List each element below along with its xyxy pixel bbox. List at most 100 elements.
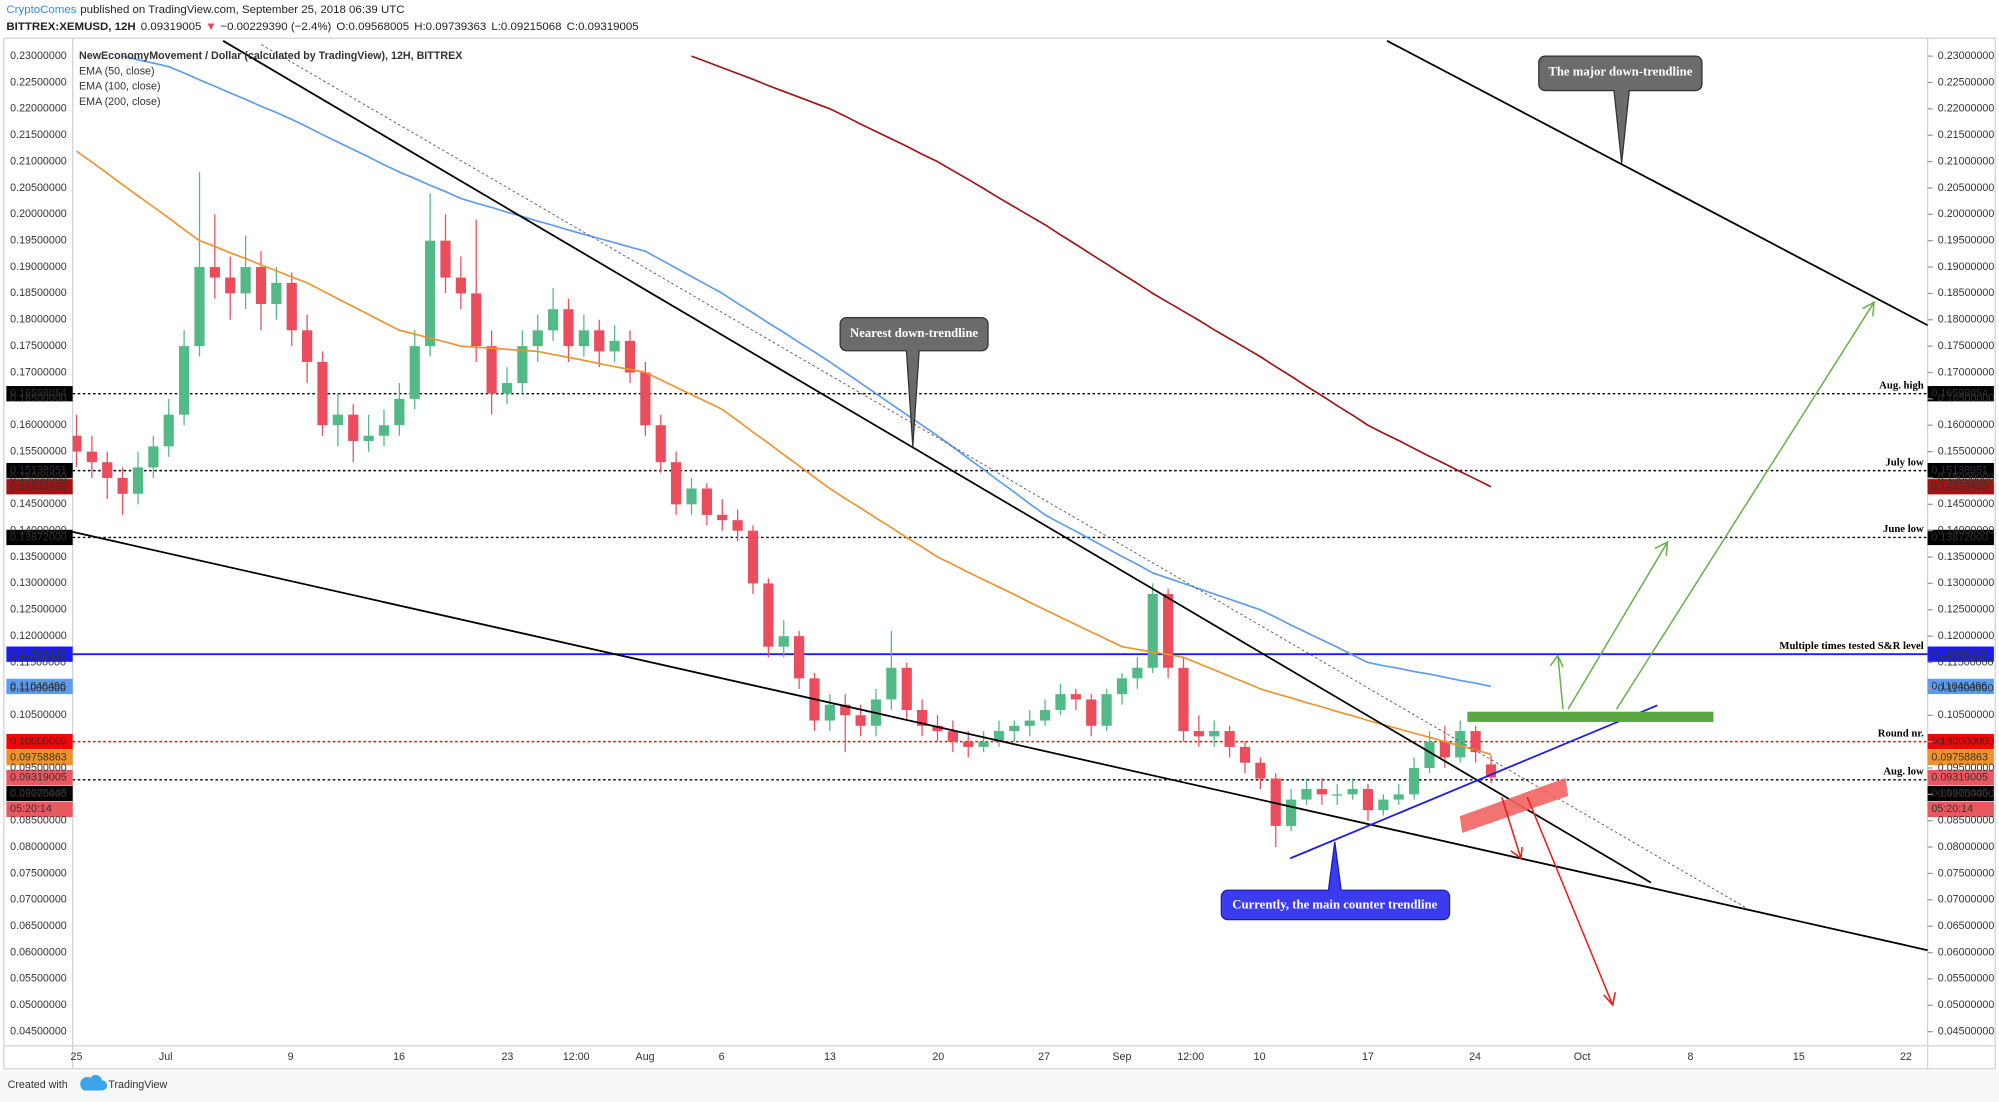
change: −0.00229390 (−2.4%) <box>220 21 331 33</box>
y-tick-label: 0.14500000 <box>1938 498 1995 510</box>
open-label: O: <box>336 21 348 33</box>
candle-body <box>332 414 343 426</box>
up-arrows <box>1549 300 1875 710</box>
y-tick-label: 0.09000000 <box>1938 788 1995 800</box>
y-tick-label: 0.08000000 <box>1938 841 1995 853</box>
price-tag <box>6 801 73 818</box>
x-tick-label: 27 <box>1038 1051 1050 1063</box>
candle-body <box>594 330 605 352</box>
nearest-trendline <box>222 40 1652 884</box>
arrow <box>1501 796 1523 860</box>
x-tick-label: 15 <box>1793 1051 1805 1063</box>
candle-body <box>655 425 666 463</box>
candle-body <box>1286 799 1297 826</box>
y-tick-label: 0.15500000 <box>10 445 67 457</box>
candle-body <box>993 731 1005 742</box>
candle-body <box>1239 746 1251 763</box>
candle-body <box>578 330 589 347</box>
footer-brand[interactable]: TradingView <box>108 1079 167 1091</box>
y-tick-label: 0.09000000 <box>10 788 67 800</box>
candle-body <box>163 414 174 447</box>
y-tick-label: 0.20500000 <box>10 182 67 194</box>
chart-frame <box>3 37 1996 1070</box>
price-tag <box>1927 769 1994 786</box>
y-tick-label: 0.21000000 <box>1938 155 1995 167</box>
candle-body <box>1362 789 1374 811</box>
candle-body <box>271 282 282 304</box>
candle-body <box>317 361 328 426</box>
price-tag <box>6 479 73 495</box>
price-tag-label: 05:20:14 <box>10 803 52 815</box>
x-tick-label: Oct <box>1574 1051 1591 1063</box>
open-value: 0.09568005 <box>349 21 410 33</box>
candle-body <box>1409 767 1420 795</box>
candle-body <box>1132 667 1143 679</box>
y-tick-label: 0.11500000 <box>1938 656 1994 668</box>
y-tick-label: 0.22500000 <box>1938 76 1995 88</box>
candle-body <box>640 372 651 426</box>
y-tick-label: 0.20000000 <box>1938 208 1995 220</box>
y-tick-label: 0.10000000 <box>1938 735 1995 747</box>
candle-body <box>932 725 943 732</box>
y-tick-label: 0.08500000 <box>10 815 67 827</box>
y-tick-label: 0.21500000 <box>10 129 67 141</box>
candle-body <box>763 583 774 647</box>
y-tick-label: 0.05500000 <box>1938 973 1995 985</box>
y-tick-label: 0.16500000 <box>10 393 67 405</box>
level-label: July low <box>1885 456 1924 468</box>
y-tick-label: 0.16000000 <box>10 419 67 431</box>
x-tick-label: 8 <box>1688 1051 1694 1063</box>
y-tick-label: 0.07500000 <box>1938 867 1995 879</box>
price-tag-label: 0.09319005 <box>10 771 67 783</box>
candle-body <box>901 667 912 710</box>
price-tag-label: 0.13872000 <box>1931 531 1988 543</box>
candle-body <box>563 309 574 347</box>
candle-body <box>1024 720 1035 726</box>
price-tag-label: 0.11658325 <box>1931 648 1987 660</box>
candle-body <box>671 462 682 505</box>
candle-body <box>732 520 743 531</box>
x-tick-label: 12:00 <box>1177 1051 1204 1063</box>
candle-body <box>824 704 835 721</box>
candle-body <box>471 293 482 347</box>
close-value: 0.09319005 <box>578 21 639 33</box>
x-tick-label: 13 <box>824 1051 836 1063</box>
candle-body <box>501 383 513 394</box>
candle-body <box>517 346 528 384</box>
candle-body <box>86 451 97 463</box>
candle-body <box>1455 731 1466 758</box>
target-zone <box>1467 711 1714 722</box>
candle-body <box>179 346 190 415</box>
y-tick-label: 0.15000000 <box>10 472 67 484</box>
candle-body <box>409 346 420 399</box>
candle-body <box>624 340 636 373</box>
candle-body <box>1316 789 1327 795</box>
callout-box <box>1538 55 1703 164</box>
y-tick-label: 0.04500000 <box>10 1025 67 1037</box>
author[interactable]: CryptoComes <box>6 4 76 16</box>
candle-body <box>302 330 313 362</box>
y-tick-label: 0.18500000 <box>10 287 67 299</box>
price-tag-label: 0.09758863 <box>1931 751 1988 763</box>
candle-body <box>255 267 267 304</box>
y-tick-label: 0.07000000 <box>1938 894 1995 906</box>
price-tag-label: 0.11658325 <box>10 648 66 660</box>
y-tick-label: 0.15000000 <box>1938 472 1995 484</box>
price-tag-label: 0.11046496 <box>1931 680 1987 692</box>
y-tick-label: 0.18000000 <box>10 314 67 326</box>
y-tick-label: 0.14000000 <box>10 525 67 537</box>
price-tag <box>1927 529 1994 546</box>
price-tag-label: 0.16598054 <box>1931 388 1988 400</box>
price-tag <box>6 678 73 695</box>
legend-entry: EMA (50, close) <box>79 65 155 77</box>
y-tick-label: 0.22000000 <box>1938 103 1995 115</box>
y-tick-label: 0.17500000 <box>1938 340 1995 352</box>
price-tag <box>6 386 73 402</box>
y-tick-label: 0.06500000 <box>10 920 67 932</box>
price-tag <box>6 769 73 786</box>
price-tag <box>1927 479 1994 495</box>
published: published on TradingView.com, September … <box>80 4 404 16</box>
publish-line: CryptoComes published on TradingView.com,… <box>6 4 404 16</box>
y-tick-label: 0.09500000 <box>10 762 67 774</box>
